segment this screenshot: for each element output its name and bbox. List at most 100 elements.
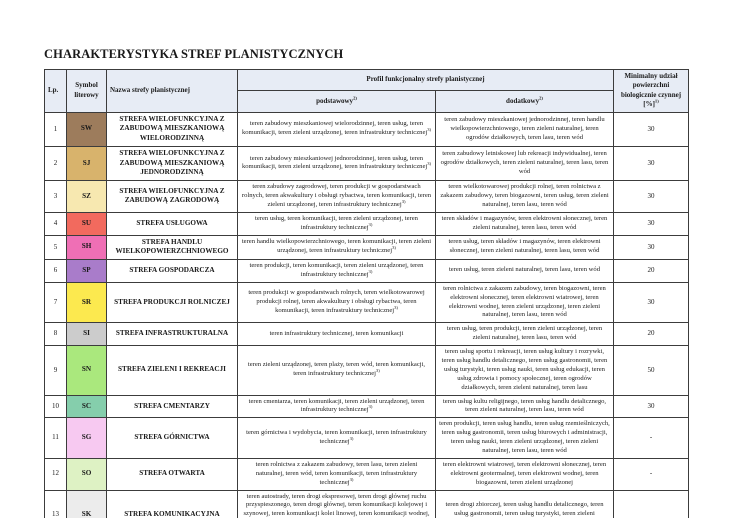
row-number-cell: 4 bbox=[44, 211, 67, 236]
footnote-ref-3: 3) bbox=[368, 404, 373, 410]
additional-profile-cell: teren usług kultu religijnego, teren usł… bbox=[435, 394, 614, 419]
basic-profile-text: teren infrastruktury technicznej, teren … bbox=[269, 329, 404, 337]
table-row: 13 SK STREFA KOMUNIKACYJNA teren autostr… bbox=[44, 489, 689, 518]
basic-profile-cell: teren usług, teren komunikacji, teren zi… bbox=[237, 211, 436, 236]
basic-profile-text: teren zabudowy mieszkaniowej jednorodzin… bbox=[241, 154, 428, 171]
zone-name-cell: STREFA KOMUNIKACYJNA bbox=[106, 489, 238, 518]
additional-profile-cell: teren usług, teren składów i magazynów, … bbox=[435, 234, 614, 260]
min-bio-share-cell: 30 bbox=[613, 281, 689, 324]
row-number-cell: 7 bbox=[44, 281, 67, 324]
additional-profile-cell: teren zabudowy mieszkaniowej jednorodzin… bbox=[435, 111, 614, 147]
footnote-ref-3: 3) bbox=[368, 221, 373, 227]
table-row: 1 SW STREFA WIELOFUNKCYJNA Z ZABUDOWĄ MI… bbox=[44, 111, 689, 147]
basic-profile-text: teren zabudowy zagrodowej, teren produkc… bbox=[241, 183, 432, 208]
zone-name-cell: STREFA WIELOFUNKCYJNA Z ZABUDOWĄ ZAGRODO… bbox=[106, 180, 238, 213]
min-bio-share-cell: - bbox=[613, 457, 689, 491]
header-basic-text: podstawowy bbox=[316, 96, 354, 105]
additional-profile-cell: teren składów i magazynów, teren elektro… bbox=[435, 211, 614, 236]
header-min-bio-text: Minimalny udział powierzchni biologiczni… bbox=[620, 72, 682, 109]
basic-profile-cell: teren zabudowy zagrodowej, teren produkc… bbox=[237, 180, 436, 213]
header-zone-name: Nazwa strefy planistycznej bbox=[106, 69, 238, 113]
header-additional-profile: dodatkowy2) bbox=[435, 90, 614, 113]
basic-profile-cell: teren zabudowy mieszkaniowej jednorodzin… bbox=[237, 145, 436, 182]
basic-profile-cell: teren cmentarza, teren komunikacji, tere… bbox=[237, 394, 436, 419]
zone-name-cell: STREFA WIELOFUNKCYJNA Z ZABUDOWĄ MIESZKA… bbox=[106, 145, 238, 182]
footnote-ref-3: 3) bbox=[401, 198, 406, 204]
zone-symbol-cell: SH bbox=[66, 234, 107, 260]
row-number-cell: 9 bbox=[44, 345, 67, 396]
zone-name-cell: STREFA WIELOFUNKCYJNA Z ZABUDOWĄ MIESZKA… bbox=[106, 111, 238, 147]
zone-symbol-cell: SJ bbox=[66, 145, 107, 182]
basic-profile-cell: teren zieleni urządzonej, teren plaży, t… bbox=[237, 345, 436, 396]
header-functional-profile: Profil funkcjonalny strefy planistycznej bbox=[237, 68, 614, 92]
zone-name-cell: STREFA ZIELENI I REKREACJI bbox=[106, 345, 238, 396]
table-row: 10 SC STREFA CMENTARZY teren cmentarza, … bbox=[44, 394, 689, 419]
zone-name-cell: STREFA PRODUKCJI ROLNICZEJ bbox=[106, 281, 238, 324]
min-bio-share-cell: - bbox=[613, 417, 689, 459]
additional-profile-cell: teren usług, teren zieleni naturalnej, t… bbox=[435, 258, 614, 283]
table-header: Lp. Symbol literowy Nazwa strefy planist… bbox=[44, 68, 689, 113]
footnote-ref-2b: 2) bbox=[539, 95, 543, 101]
basic-profile-text: teren produkcji, teren komunikacji, tere… bbox=[249, 261, 424, 278]
footnote-ref-1: 1) bbox=[654, 98, 659, 104]
table-row: 8 SI STREFA INFRASTRUKTURALNA teren infr… bbox=[44, 322, 689, 347]
row-number-cell: 11 bbox=[44, 417, 67, 459]
table-row: 4 SU STREFA USŁUGOWA teren usług, teren … bbox=[44, 211, 689, 236]
header-row-top: Lp. Symbol literowy Nazwa strefy planist… bbox=[44, 68, 689, 113]
min-bio-share-cell: 30 bbox=[613, 211, 689, 236]
zone-symbol-cell: SP bbox=[66, 258, 107, 283]
zone-name-cell: STREFA INFRASTRUKTURALNA bbox=[106, 322, 238, 347]
footnote-ref-3: 3) bbox=[375, 368, 380, 374]
zone-name-cell: STREFA USŁUGOWA bbox=[106, 211, 238, 236]
footnote-ref-3: 3) bbox=[349, 476, 354, 482]
additional-profile-cell: teren elektrowni wiatrowej, teren elektr… bbox=[435, 457, 614, 491]
table-row: 6 SP STREFA GOSPODARCZA teren produkcji,… bbox=[44, 258, 689, 283]
zone-symbol-cell: SI bbox=[66, 322, 107, 347]
zone-symbol-cell: SK bbox=[66, 489, 107, 518]
row-number-cell: 6 bbox=[44, 258, 67, 283]
planning-zones-table: Lp. Symbol literowy Nazwa strefy planist… bbox=[44, 68, 689, 518]
header-row-sub: podstawowy2) dodatkowy2) bbox=[45, 90, 689, 113]
basic-profile-cell: teren infrastruktury technicznej, teren … bbox=[237, 322, 436, 347]
footnote-ref-2a: 2) bbox=[353, 95, 357, 101]
table-row: 12 SO STREFA OTWARTA teren rolnictwa z z… bbox=[44, 457, 689, 491]
table-row: 7 SR STREFA PRODUKCJI ROLNICZEJ teren pr… bbox=[44, 281, 689, 324]
additional-profile-cell: teren wielkotowarowej produkcji rolnej, … bbox=[435, 180, 614, 213]
basic-profile-text: teren zieleni urządzonej, teren plaży, t… bbox=[247, 361, 426, 378]
row-number-cell: 2 bbox=[44, 145, 67, 182]
header-lp: Lp. bbox=[44, 69, 67, 113]
zone-symbol-cell: SN bbox=[66, 345, 107, 396]
row-number-cell: 13 bbox=[44, 489, 67, 518]
footnote-ref-3: 3) bbox=[368, 268, 373, 274]
header-symbol: Symbol literowy bbox=[66, 69, 107, 113]
footnote-ref-3: 3) bbox=[394, 304, 398, 310]
row-number-cell: 3 bbox=[44, 180, 67, 213]
basic-profile-text: teren rolnictwa z zakazem zabudowy, tere… bbox=[255, 460, 418, 486]
footnote-ref-3: 3) bbox=[427, 127, 432, 133]
zone-name-cell: STREFA GOSPODARCZA bbox=[106, 258, 238, 283]
zone-name-cell: STREFA CMENTARZY bbox=[106, 394, 238, 419]
row-number-cell: 12 bbox=[44, 457, 67, 491]
basic-profile-text: teren handlu wielkopowierzchniowego, ter… bbox=[241, 238, 432, 255]
header-min-bio-share: Minimalny udział powierzchni biologiczni… bbox=[613, 69, 689, 113]
zone-symbol-cell: SU bbox=[66, 211, 107, 236]
header-additional-text: dodatkowy bbox=[506, 96, 540, 105]
basic-profile-text: teren zabudowy mieszkaniowej wielorodzin… bbox=[241, 120, 428, 137]
min-bio-share-cell: 50 bbox=[613, 345, 689, 396]
basic-profile-cell: teren handlu wielkopowierzchniowego, ter… bbox=[237, 234, 436, 260]
basic-profile-cell: teren zabudowy mieszkaniowej wielorodzin… bbox=[237, 111, 436, 147]
footnote-ref-3: 3) bbox=[392, 245, 396, 251]
basic-profile-cell: teren rolnictwa z zakazem zabudowy, tere… bbox=[237, 457, 436, 491]
row-number-cell: 10 bbox=[44, 394, 67, 419]
min-bio-share-cell: 30 bbox=[613, 234, 689, 260]
additional-profile-cell: teren produkcji, teren usług handlu, ter… bbox=[435, 417, 614, 459]
zone-symbol-cell: SR bbox=[66, 281, 107, 324]
additional-profile-cell: teren zabudowy letniskowej lub rekreacji… bbox=[435, 145, 614, 182]
additional-profile-cell: teren rolnictwa z zakazem zabudowy, tere… bbox=[435, 281, 614, 324]
zone-symbol-cell: SG bbox=[66, 417, 107, 459]
zone-name-cell: STREFA GÓRNICTWA bbox=[106, 417, 238, 459]
footnote-ref-3: 3) bbox=[349, 435, 354, 441]
zone-name-cell: STREFA OTWARTA bbox=[106, 457, 238, 491]
basic-profile-cell: teren górnictwa i wydobycia, teren komun… bbox=[237, 417, 436, 459]
